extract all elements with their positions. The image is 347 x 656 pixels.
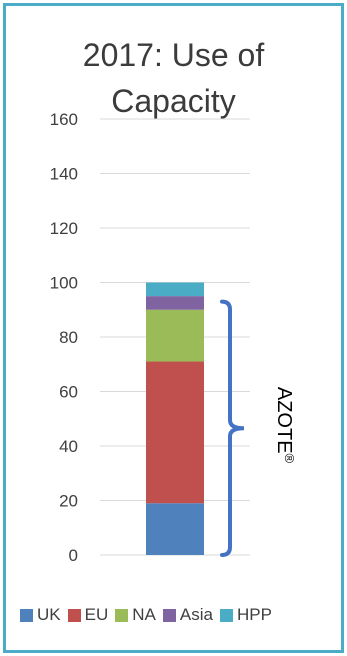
legend-label: NA xyxy=(132,605,156,624)
bar-segment-asia xyxy=(146,296,204,310)
chart-title-line-2: Capacity xyxy=(111,83,236,119)
legend-item-eu: EU xyxy=(67,605,109,625)
legend-label: Asia xyxy=(179,605,213,624)
legend-swatch xyxy=(67,608,81,622)
bracket-annotation xyxy=(220,299,245,557)
legend-label: HPP xyxy=(236,605,272,624)
legend-label: UK xyxy=(37,605,61,624)
y-tick-label: 140 xyxy=(50,165,78,184)
bar-segment-eu xyxy=(146,361,204,504)
legend-swatch xyxy=(115,608,129,622)
legend-item-asia: Asia xyxy=(162,605,213,625)
bar-segment-hpp xyxy=(146,282,204,297)
legend-item-uk: UK xyxy=(20,605,61,625)
legend-item-hpp: HPP xyxy=(219,605,272,625)
legend-label: EU xyxy=(84,605,109,624)
y-tick-label: 120 xyxy=(50,219,78,238)
legend-swatch xyxy=(162,608,176,622)
y-tick-label: 40 xyxy=(59,437,78,456)
y-tick-label: 80 xyxy=(59,328,78,347)
legend-swatch xyxy=(219,608,233,622)
y-tick-label: 100 xyxy=(50,274,78,293)
chart-title-line-1: 2017: Use of xyxy=(82,37,265,73)
legend-swatch xyxy=(20,608,33,622)
annotation-label: AZOTE® xyxy=(273,387,297,464)
y-tick-label: 160 xyxy=(50,110,78,129)
annotation-label-group: AZOTE® xyxy=(273,387,297,464)
bar-segment-uk xyxy=(146,503,204,555)
y-tick-label: 60 xyxy=(59,383,78,402)
y-tick-label: 0 xyxy=(69,546,78,565)
legend-item-na: NA xyxy=(115,605,156,625)
bar-segment-na xyxy=(146,309,204,362)
chart-title: 2017: Use of Capacity xyxy=(0,32,347,124)
chart-legend: UK EU NA Asia HPP xyxy=(20,605,340,625)
y-tick-label: 20 xyxy=(59,492,78,511)
